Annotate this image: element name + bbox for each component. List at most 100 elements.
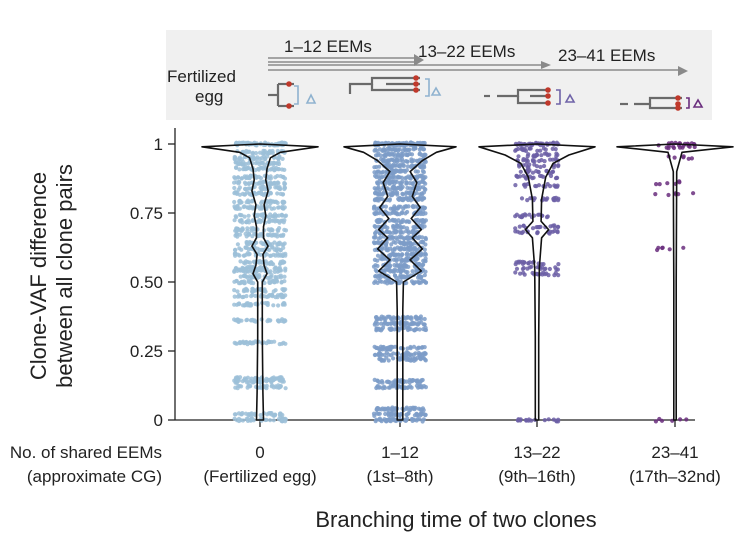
- data-point: [378, 187, 383, 192]
- data-point: [392, 146, 397, 151]
- data-point: [387, 198, 392, 203]
- mutation-dot: [545, 100, 551, 106]
- data-point: [408, 235, 413, 240]
- data-point: [554, 140, 560, 145]
- data-point: [394, 235, 399, 240]
- data-point: [555, 183, 560, 188]
- data-point: [375, 384, 380, 389]
- data-point: [686, 156, 691, 161]
- data-point: [423, 237, 428, 242]
- data-point: [393, 240, 398, 245]
- data-point: [671, 144, 676, 149]
- data-point: [271, 418, 276, 423]
- data-point: [556, 417, 561, 422]
- data-point: [386, 358, 391, 363]
- data-point: [542, 163, 547, 169]
- data-point: [397, 234, 402, 239]
- data-point: [405, 164, 410, 169]
- data-point: [401, 263, 406, 268]
- data-point: [246, 213, 251, 218]
- data-point: [382, 407, 387, 412]
- data-point: [420, 419, 425, 424]
- data-point: [548, 157, 553, 162]
- data-point: [407, 247, 412, 252]
- data-point: [256, 167, 261, 172]
- data-point: [398, 230, 404, 235]
- data-point: [391, 407, 396, 412]
- data-point: [253, 192, 259, 197]
- data-point: [378, 196, 383, 201]
- data-point: [395, 206, 400, 211]
- data-point: [245, 205, 250, 210]
- mutation-dot: [675, 105, 681, 111]
- data-point: [548, 184, 553, 189]
- data-point: [373, 263, 378, 268]
- data-point: [417, 327, 422, 332]
- data-point: [271, 303, 276, 308]
- data-point: [271, 289, 276, 294]
- data-point: [525, 198, 530, 203]
- data-point: [235, 294, 240, 299]
- x-tick-label: 0: [255, 443, 264, 462]
- data-point: [244, 220, 249, 225]
- data-point: [373, 268, 378, 273]
- y-axis-title: Clone-VAF difference between all clone p…: [26, 164, 77, 388]
- data-point: [275, 148, 280, 154]
- data-point: [373, 190, 378, 195]
- data-point: [373, 352, 378, 357]
- data-point: [530, 270, 535, 276]
- mutation-dot: [545, 93, 551, 99]
- data-point: [395, 152, 401, 157]
- data-point: [537, 212, 542, 217]
- data-point: [524, 157, 529, 162]
- data-point: [249, 413, 254, 418]
- data-point: [250, 218, 255, 223]
- violin-shape: [616, 143, 734, 421]
- y-tick-label: 0.25: [130, 342, 163, 361]
- data-point: [412, 328, 417, 333]
- data-point: [405, 226, 410, 231]
- data-point: [518, 169, 523, 174]
- data-point: [232, 185, 237, 191]
- data-point: [654, 182, 659, 187]
- data-point: [405, 416, 410, 421]
- data-point: [371, 411, 377, 416]
- data-point: [527, 146, 532, 151]
- mutation-dot: [286, 81, 292, 87]
- data-point: [422, 165, 427, 170]
- data-point: [242, 287, 247, 292]
- data-point: [387, 418, 392, 423]
- data-point: [400, 192, 405, 197]
- data-point: [420, 377, 425, 383]
- data-point: [421, 252, 426, 257]
- data-point: [417, 152, 422, 157]
- data-point: [532, 159, 537, 164]
- data-point: [248, 318, 254, 323]
- data-point: [283, 386, 288, 391]
- data-point: [248, 340, 253, 346]
- data-point: [267, 293, 272, 298]
- data-point: [232, 251, 238, 256]
- data-point: [268, 181, 273, 186]
- data-point: [372, 186, 377, 191]
- data-point: [381, 147, 386, 152]
- y-axis-title-line1: Clone-VAF difference: [26, 172, 51, 380]
- data-point: [395, 174, 400, 179]
- data-point: [264, 383, 269, 388]
- data-point: [372, 257, 377, 262]
- data-point: [406, 240, 411, 245]
- data-point: [418, 140, 423, 145]
- data-point: [387, 230, 392, 235]
- data-point: [277, 154, 282, 159]
- data-point: [405, 327, 411, 333]
- data-point: [423, 211, 428, 216]
- data-point: [415, 322, 420, 327]
- data-point: [280, 156, 285, 161]
- data-point: [240, 411, 245, 416]
- data-point: [395, 157, 400, 162]
- data-point: [536, 169, 541, 175]
- y-tick-label: 1: [154, 135, 163, 154]
- data-point: [236, 319, 241, 324]
- data-point: [232, 288, 237, 293]
- data-point: [409, 279, 415, 284]
